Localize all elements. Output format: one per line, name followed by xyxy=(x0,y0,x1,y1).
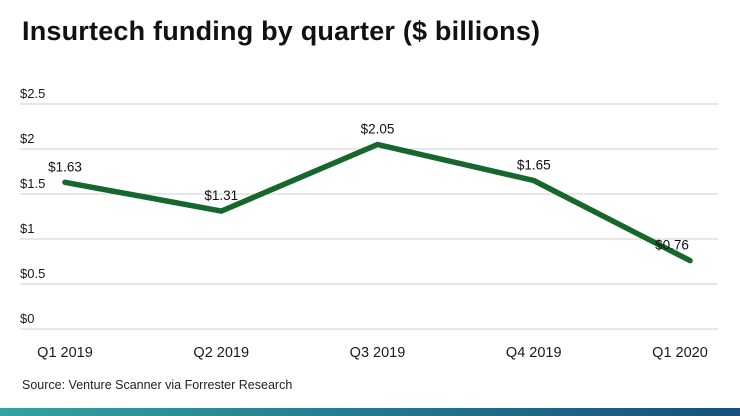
funding-line xyxy=(62,141,693,264)
chart-title: Insurtech funding by quarter ($ billions… xyxy=(22,16,541,46)
x-axis-category-label: Q4 2019 xyxy=(506,345,562,361)
y-axis-tick-label: $2 xyxy=(20,131,34,146)
point-value-label: $1.65 xyxy=(517,158,551,173)
point-value-label: $2.05 xyxy=(361,122,395,137)
point-value-label: $0.76 xyxy=(655,238,689,253)
y-axis-tick-label: $1 xyxy=(20,221,34,236)
footer-color-bar xyxy=(0,408,740,416)
point-value-label: $1.63 xyxy=(48,159,82,174)
x-axis-category-label: Q1 2020 xyxy=(652,345,708,361)
y-axis-tick-label: $2.5 xyxy=(20,86,45,101)
y-axis-tick-label: $1.5 xyxy=(20,176,45,191)
x-axis-category-label: Q2 2019 xyxy=(193,345,249,361)
point-value-label: $1.31 xyxy=(204,188,238,203)
y-axis-tick-label: $0 xyxy=(20,311,34,326)
x-axis-category-label: Q1 2019 xyxy=(37,345,93,361)
x-axis-category-label: Q3 2019 xyxy=(350,345,406,361)
source-note: Source: Venture Scanner via Forrester Re… xyxy=(22,378,293,392)
y-axis-tick-label: $0.5 xyxy=(20,266,45,281)
